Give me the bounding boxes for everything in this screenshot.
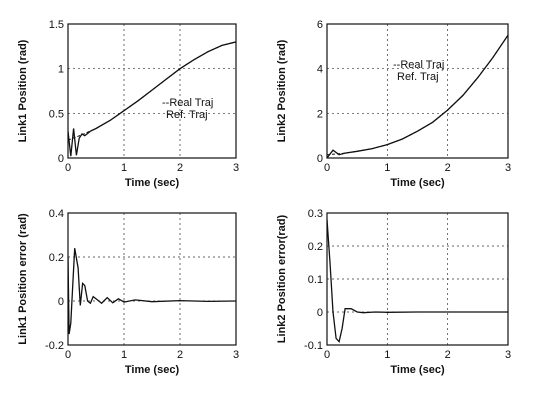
series-line-2 bbox=[68, 41, 236, 141]
y-axis-label: Link1 Position (rad) bbox=[17, 39, 29, 142]
y-tick-label: 0 bbox=[58, 296, 64, 308]
y-axis-label: Link2 Position (rad) bbox=[276, 39, 288, 142]
plot-frame bbox=[67, 23, 237, 159]
legend-entry: --Real Traj bbox=[393, 59, 444, 71]
x-tick-label: 0 bbox=[65, 162, 71, 174]
y-tick-label: 0.2 bbox=[308, 241, 323, 253]
legend-entry: Ref. Traj bbox=[397, 71, 439, 83]
x-tick-label: 1 bbox=[384, 162, 390, 174]
chart-panel-2: 0 1 2 3 0 2 4 6 Time (sec) Link2 Position (rad) --… bbox=[276, 19, 511, 189]
y-tick-label: 2 bbox=[317, 108, 323, 120]
y-tick-label: 0.5 bbox=[49, 108, 64, 120]
x-axis-label: Time (sec) bbox=[125, 364, 180, 376]
x-tick-label: 2 bbox=[445, 162, 451, 174]
x-axis-label: Time (sec) bbox=[390, 177, 445, 189]
x-tick-label: 1 bbox=[384, 349, 390, 361]
x-axis-label: Time (sec) bbox=[125, 177, 180, 189]
plot-frame bbox=[67, 212, 237, 346]
y-tick-label: -0.1 bbox=[304, 340, 323, 352]
x-tick-label: 2 bbox=[177, 162, 183, 174]
plot-frame bbox=[326, 212, 509, 346]
y-tick-label: 0 bbox=[58, 153, 64, 165]
y-tick-label: 4 bbox=[317, 64, 323, 76]
y-tick-label: 0 bbox=[317, 307, 323, 319]
x-tick-label: 0 bbox=[324, 162, 330, 174]
chart-panel-1: 0 1 2 3 0 0.5 1 1.5 Time (sec) Link1 Position (ra… bbox=[17, 19, 239, 189]
x-tick-label: 1 bbox=[121, 162, 127, 174]
series-line-1 bbox=[327, 219, 508, 344]
y-tick-label: 6 bbox=[317, 19, 323, 31]
y-axis-label: Link1 Position error (rad) bbox=[17, 213, 29, 345]
series-line-1 bbox=[68, 248, 236, 335]
x-tick-label: 3 bbox=[505, 162, 511, 174]
y-axis-label: Link2 Position error(rad) bbox=[276, 214, 288, 343]
series-line-1 bbox=[327, 34, 508, 158]
legend-entry: Ref. Traj bbox=[166, 109, 208, 121]
y-tick-label: 0.2 bbox=[49, 252, 64, 264]
y-tick-label: 1.5 bbox=[49, 19, 64, 31]
y-tick-label: -0.2 bbox=[45, 340, 64, 352]
series-line-2 bbox=[327, 34, 508, 156]
y-tick-label: 0.3 bbox=[308, 208, 323, 220]
y-tick-label: 0 bbox=[317, 153, 323, 165]
plot-frame bbox=[326, 23, 509, 159]
x-tick-label: 3 bbox=[233, 162, 239, 174]
y-tick-label: 0.1 bbox=[308, 274, 323, 286]
x-tick-label: 2 bbox=[445, 349, 451, 361]
x-tick-label: 1 bbox=[121, 349, 127, 361]
x-tick-label: 0 bbox=[324, 349, 330, 361]
y-tick-label: 0.4 bbox=[49, 208, 64, 220]
x-tick-label: 3 bbox=[505, 349, 511, 361]
x-tick-label: 0 bbox=[65, 349, 71, 361]
x-tick-label: 3 bbox=[233, 349, 239, 361]
x-axis-label: Time (sec) bbox=[390, 364, 445, 376]
x-tick-label: 2 bbox=[177, 349, 183, 361]
legend-entry: --Real Traj bbox=[162, 97, 213, 109]
y-tick-label: 1 bbox=[58, 64, 64, 76]
